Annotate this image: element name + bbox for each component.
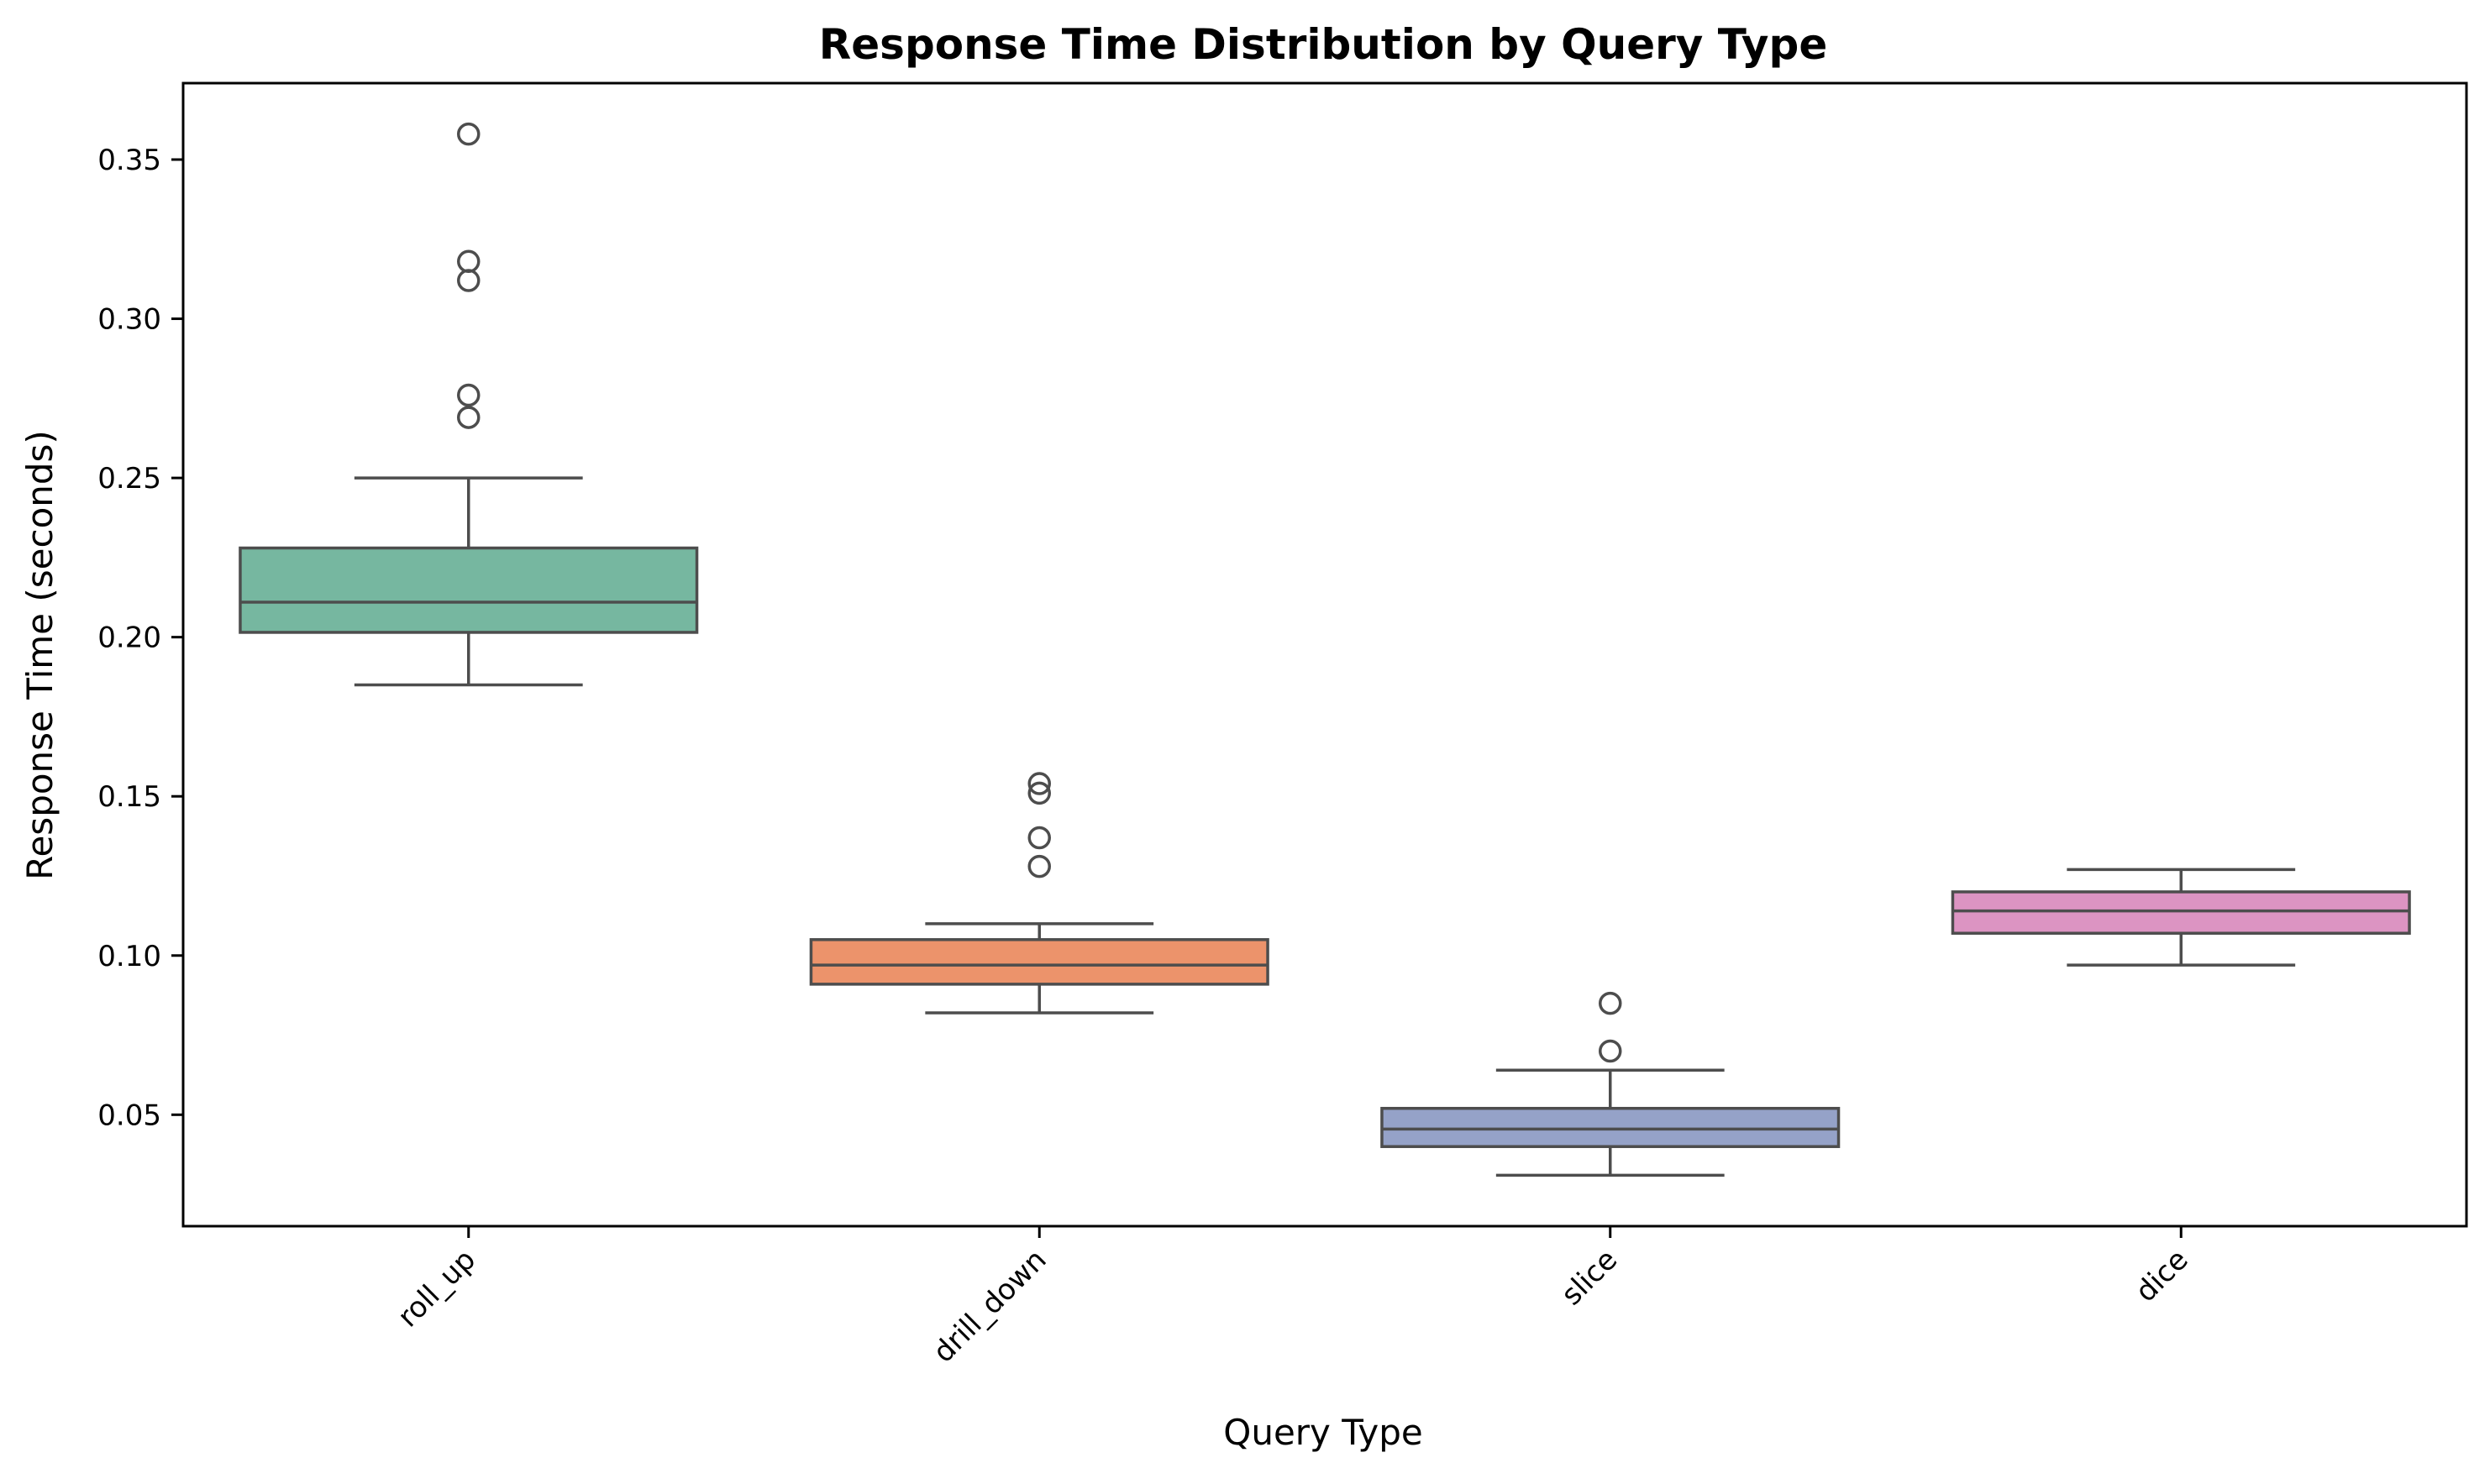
box-group-roll-up [239, 122, 699, 687]
x-tick-label: slice [1555, 1243, 1624, 1312]
box-group-slice [1380, 991, 1841, 1177]
y-tick-label: 0.10 [97, 940, 161, 973]
outlier-point [457, 383, 481, 407]
plot-area-frame [181, 81, 2468, 1228]
x-tick-label: drill_down [927, 1243, 1053, 1369]
outlier-point [1027, 826, 1051, 850]
box-iqr [809, 938, 1269, 986]
outlier-point [1027, 772, 1051, 795]
y-tick-label: 0.15 [97, 780, 161, 814]
y-axis: 0.05 0.10 0.15 0.20 0.25 0.30 0.35 [97, 144, 183, 1132]
outlier-point [1027, 781, 1051, 805]
x-tick-label: dice [2129, 1243, 2194, 1308]
x-axis: roll_up drill_down slice dice [391, 1226, 2195, 1369]
outlier-point [1599, 991, 1622, 1015]
chart-title: Response Time Distribution by Query Type [819, 20, 1827, 69]
box-iqr [239, 546, 699, 634]
outlier-point [457, 249, 481, 274]
outlier-point [1027, 854, 1051, 878]
y-tick-label: 0.25 [97, 462, 161, 496]
y-tick-label: 0.05 [97, 1099, 161, 1132]
outlier-point [457, 406, 481, 429]
outlier-point [457, 269, 481, 292]
y-tick-label: 0.20 [97, 621, 161, 655]
box-group-dice [1951, 868, 2411, 967]
x-axis-label: Query Type [1223, 1412, 1422, 1453]
box-group-drill-down [809, 772, 1269, 1015]
y-axis-label: Response Time (seconds) [19, 430, 60, 880]
y-tick-label: 0.35 [97, 144, 161, 177]
y-tick-label: 0.30 [97, 303, 161, 337]
box-iqr [1951, 890, 2411, 935]
outlier-point [1599, 1039, 1622, 1063]
x-tick-label: roll_up [391, 1243, 482, 1334]
outlier-point [457, 122, 481, 146]
boxes-layer [239, 122, 2411, 1177]
box-iqr [1380, 1106, 1841, 1148]
